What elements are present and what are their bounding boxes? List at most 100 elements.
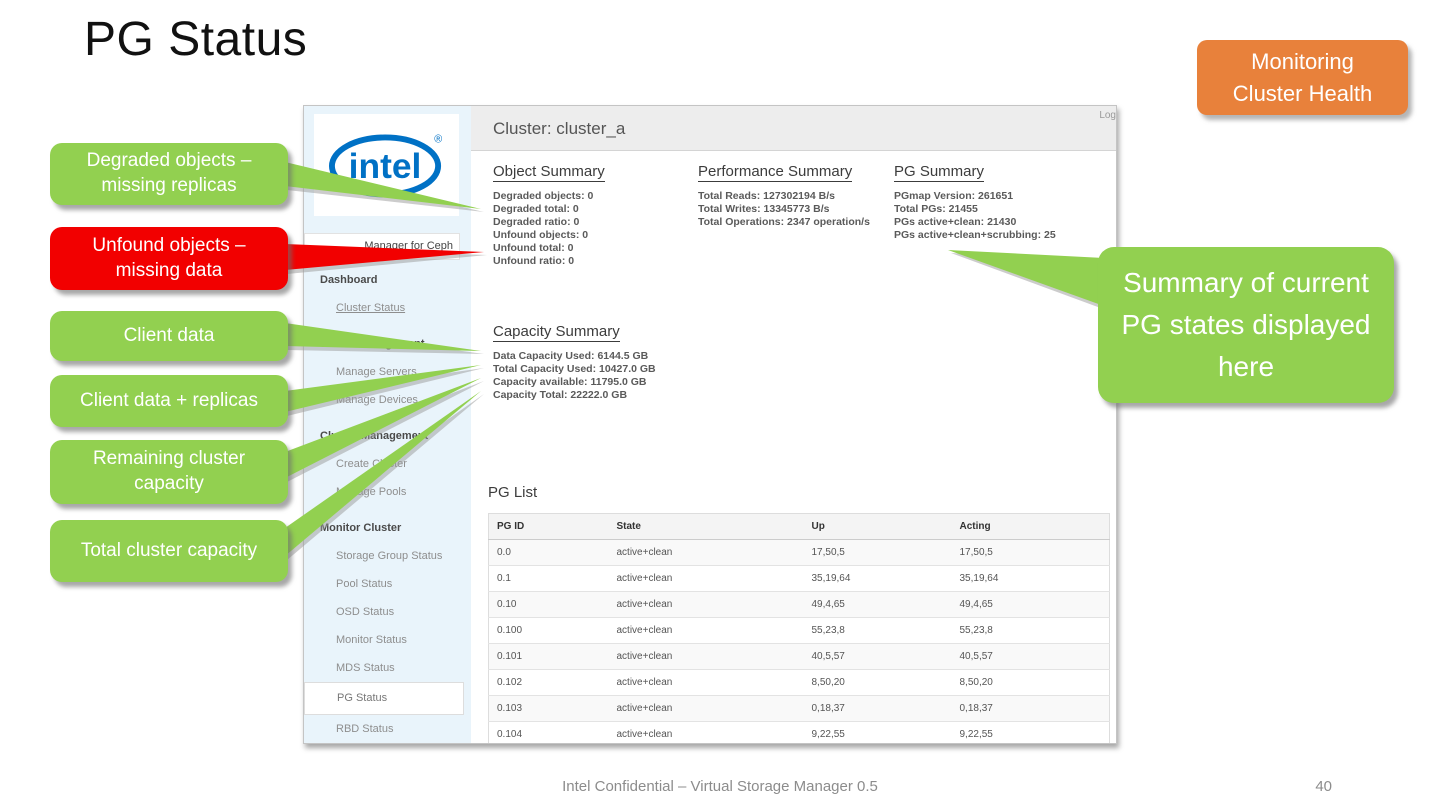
capacity-summary: Capacity Summary Data Capacity Used: 614… xyxy=(493,323,656,402)
sidebar-item-storage-group-status[interactable]: Storage Group Status xyxy=(336,550,443,562)
cell-up: 0,18,37 xyxy=(803,695,952,722)
object-summary-title: Object Summary xyxy=(493,163,605,182)
cell-pgid: 0.103 xyxy=(488,695,609,722)
cell-acting: 9,22,55 xyxy=(951,721,1110,743)
summary-line: Degraded ratio: 0 xyxy=(493,216,580,228)
cell-state: active+clean xyxy=(608,643,804,670)
summary-line: Capacity available: 11795.0 GB xyxy=(493,376,647,388)
cell-state: active+clean xyxy=(608,565,804,592)
performance-summary-title: Performance Summary xyxy=(698,163,853,182)
pg-summary-title: PG Summary xyxy=(894,163,985,182)
cell-up: 8,50,20 xyxy=(803,669,952,696)
cell-up: 55,23,8 xyxy=(803,617,952,644)
cell-up: 17,50,5 xyxy=(803,539,952,566)
column-header-pgid: PG ID xyxy=(488,513,609,540)
intel-logo: intel ® xyxy=(314,114,459,216)
sidebar-nav: Dashboard Cluster Status Server Manageme… xyxy=(304,266,471,743)
callout-client-data: Client data xyxy=(50,311,288,361)
cell-pgid: 0.104 xyxy=(488,721,609,743)
summary-line: Total Writes: 13345773 B/s xyxy=(698,203,830,215)
cell-state: active+clean xyxy=(608,695,804,722)
summary-line: Degraded objects: 0 xyxy=(493,190,594,202)
sidebar-item-cluster-status[interactable]: Cluster Status xyxy=(336,302,406,314)
summary-line: Capacity Total: 22222.0 GB xyxy=(493,389,628,401)
summary-line: Unfound ratio: 0 xyxy=(493,255,575,267)
table-row: 0.104 active+clean 9,22,55 9,22,55 xyxy=(488,721,1110,743)
table-header-row: PG ID State Up Acting xyxy=(488,513,1110,540)
intel-logo-graphic: intel ® xyxy=(328,133,442,198)
summary-line: Total Capacity Used: 10427.0 GB xyxy=(493,363,656,375)
cell-acting: 0,18,37 xyxy=(951,695,1110,722)
pg-list: PG List PG ID State Up Acting 0.0 a xyxy=(488,484,1110,743)
sidebar-item-mds-status[interactable]: MDS Status xyxy=(336,662,395,674)
svg-text:intel: intel xyxy=(348,146,421,186)
cell-acting: 17,50,5 xyxy=(951,539,1110,566)
cell-acting: 55,23,8 xyxy=(951,617,1110,644)
sidebar-section-dashboard: Dashboard xyxy=(320,274,378,286)
performance-summary: Performance Summary Total Reads: 1273021… xyxy=(698,163,870,229)
badge-line-1: Monitoring xyxy=(1251,48,1354,74)
cell-pgid: 0.100 xyxy=(488,617,609,644)
cluster-title: Cluster: cluster_a xyxy=(493,119,626,138)
table-row: 0.102 active+clean 8,50,20 8,50,20 xyxy=(488,669,1110,696)
cell-pgid: 0.0 xyxy=(488,539,609,566)
callout-remaining-capacity: Remaining cluster capacity xyxy=(50,440,288,504)
sidebar-item-manage-pools[interactable]: Manage Pools xyxy=(336,486,407,498)
pg-table: PG ID State Up Acting 0.0 active+clean 1… xyxy=(488,513,1110,743)
callout-pg-states-summary: Summary of current PG states displayed h… xyxy=(1098,247,1394,403)
sidebar-item-manage-devices[interactable]: Manage Devices xyxy=(336,394,418,406)
cell-up: 49,4,65 xyxy=(803,591,952,618)
sidebar-item-osd-status[interactable]: OSD Status xyxy=(336,606,395,618)
brand-text: Manager for Ceph xyxy=(304,233,460,260)
column-header-up: Up xyxy=(803,513,952,540)
page-title: PG Status xyxy=(84,13,308,66)
sidebar-item-pool-status[interactable]: Pool Status xyxy=(336,578,393,590)
table-row: 0.0 active+clean 17,50,5 17,50,5 xyxy=(488,539,1110,566)
summary-line: Total PGs: 21455 xyxy=(894,203,978,215)
cell-up: 40,5,57 xyxy=(803,643,952,670)
table-row: 0.1 active+clean 35,19,64 35,19,64 xyxy=(488,565,1110,592)
cell-acting: 40,5,57 xyxy=(951,643,1110,670)
logout-link[interactable]: Log xyxy=(1099,110,1116,121)
sidebar-section-cluster-management: Cluster Management xyxy=(320,430,429,442)
sidebar-item-monitor-status[interactable]: Monitor Status xyxy=(336,634,407,646)
capacity-summary-title: Capacity Summary xyxy=(493,323,620,342)
cell-pgid: 0.10 xyxy=(488,591,609,618)
column-header-state: State xyxy=(608,513,804,540)
sidebar-section-server-management: Server Management xyxy=(320,338,425,350)
table-row: 0.103 active+clean 0,18,37 0,18,37 xyxy=(488,695,1110,722)
table-row: 0.10 active+clean 49,4,65 49,4,65 xyxy=(488,591,1110,618)
summary-line: PGs active+clean+scrubbing: 25 xyxy=(894,229,1056,241)
cell-pgid: 0.1 xyxy=(488,565,609,592)
cell-state: active+clean xyxy=(608,591,804,618)
summary-line: Unfound total: 0 xyxy=(493,242,574,254)
footer-confidential: Intel Confidential – Virtual Storage Man… xyxy=(562,778,878,795)
sidebar-item-manage-servers[interactable]: Manage Servers xyxy=(336,366,417,378)
callout-degraded-objects: Degraded objects – missing replicas xyxy=(50,143,288,205)
summary-line: Degraded total: 0 xyxy=(493,203,579,215)
sidebar-item-create-cluster[interactable]: Create Cluster xyxy=(336,458,407,470)
column-header-acting: Acting xyxy=(951,513,1110,540)
page-number: 40 xyxy=(1315,778,1332,795)
pg-list-title: PG List xyxy=(488,484,538,501)
cell-acting: 35,19,64 xyxy=(951,565,1110,592)
summary-line: Total Reads: 127302194 B/s xyxy=(698,190,835,202)
sidebar-item-pg-status[interactable]: PG Status xyxy=(304,682,464,715)
table-row: 0.101 active+clean 40,5,57 40,5,57 xyxy=(488,643,1110,670)
cell-state: active+clean xyxy=(608,539,804,566)
topic-badge: Monitoring Cluster Health xyxy=(1197,40,1408,115)
main-content: Cluster: cluster_a Log Object Summary De… xyxy=(471,106,1116,743)
summary-line: Total Operations: 2347 operation/s xyxy=(698,216,870,228)
cell-pgid: 0.101 xyxy=(488,643,609,670)
sidebar: intel ® Manager for Ceph Dashboard Clust… xyxy=(304,106,471,743)
svg-text:®: ® xyxy=(434,133,442,145)
badge-line-2: Cluster Health xyxy=(1232,80,1373,106)
cell-acting: 49,4,65 xyxy=(951,591,1110,618)
callout-client-data-replicas: Client data + replicas xyxy=(50,375,288,427)
callout-total-capacity: Total cluster capacity xyxy=(50,520,288,582)
cell-state: active+clean xyxy=(608,617,804,644)
summary-line: Data Capacity Used: 6144.5 GB xyxy=(493,350,649,362)
sidebar-item-rbd-status[interactable]: RBD Status xyxy=(336,723,394,735)
cell-up: 35,19,64 xyxy=(803,565,952,592)
